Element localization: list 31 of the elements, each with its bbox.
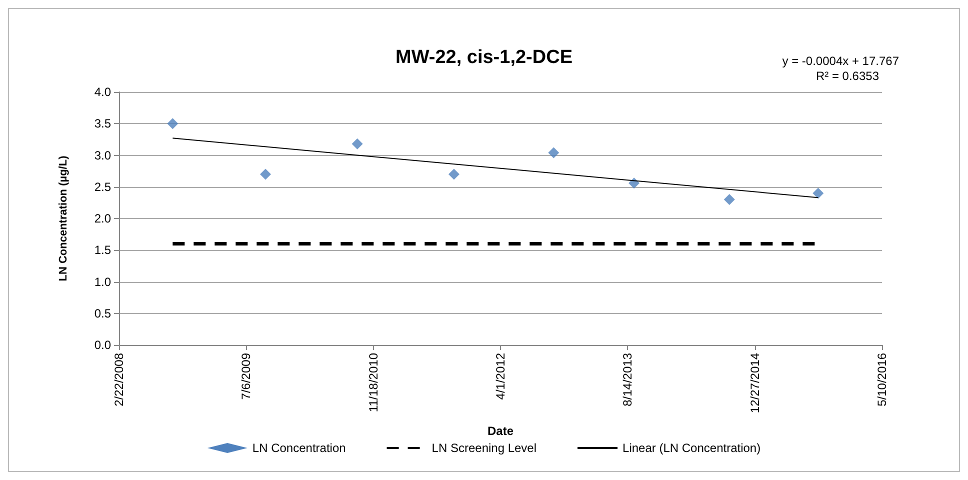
y-tick-label: 0.5: [94, 306, 112, 320]
text: y = -0.0004x + 17.767: [782, 54, 900, 68]
point: [352, 138, 363, 150]
y-tick-label: 4.0: [94, 85, 112, 99]
legend-label: Linear (LN Concentration): [622, 441, 761, 455]
x-tick-label: 12/27/2014: [748, 352, 762, 414]
point: [167, 118, 178, 130]
text: R² = 0.6353: [816, 69, 880, 83]
x-tick-label: 4/1/2012: [494, 352, 508, 400]
y-tick-label: 2.0: [94, 212, 112, 226]
x-tick-label: 11/18/2010: [366, 352, 380, 412]
legend-label: LN Concentration: [252, 441, 346, 455]
point: [724, 194, 735, 206]
x-tick-label: 5/10/2016: [875, 352, 889, 406]
point: [448, 168, 460, 180]
y-tick-label: 3.0: [94, 148, 112, 162]
point: [812, 188, 824, 199]
y-axis-title: LN Concentration (µg/L): [58, 155, 70, 282]
x-tick-label: 8/14/2013: [620, 352, 635, 406]
y-tick-label: 2.5: [94, 180, 112, 194]
legend-label: LN Screening Level: [432, 441, 537, 455]
y-tick-label: 1.0: [94, 274, 112, 289]
x-tick-label: 7/6/2009: [239, 352, 254, 400]
x-tick-label: 2/22/2008: [112, 352, 126, 406]
y-tick-label: 0.0: [94, 338, 112, 352]
chart-title: MW-22, cis-1,2-DCE: [396, 47, 572, 68]
y-tick-label: 1.5: [94, 243, 112, 258]
x-axis-title: Date: [487, 424, 514, 438]
point: [548, 147, 560, 158]
y-tick-label: 3.5: [94, 116, 112, 131]
point: [260, 168, 271, 180]
